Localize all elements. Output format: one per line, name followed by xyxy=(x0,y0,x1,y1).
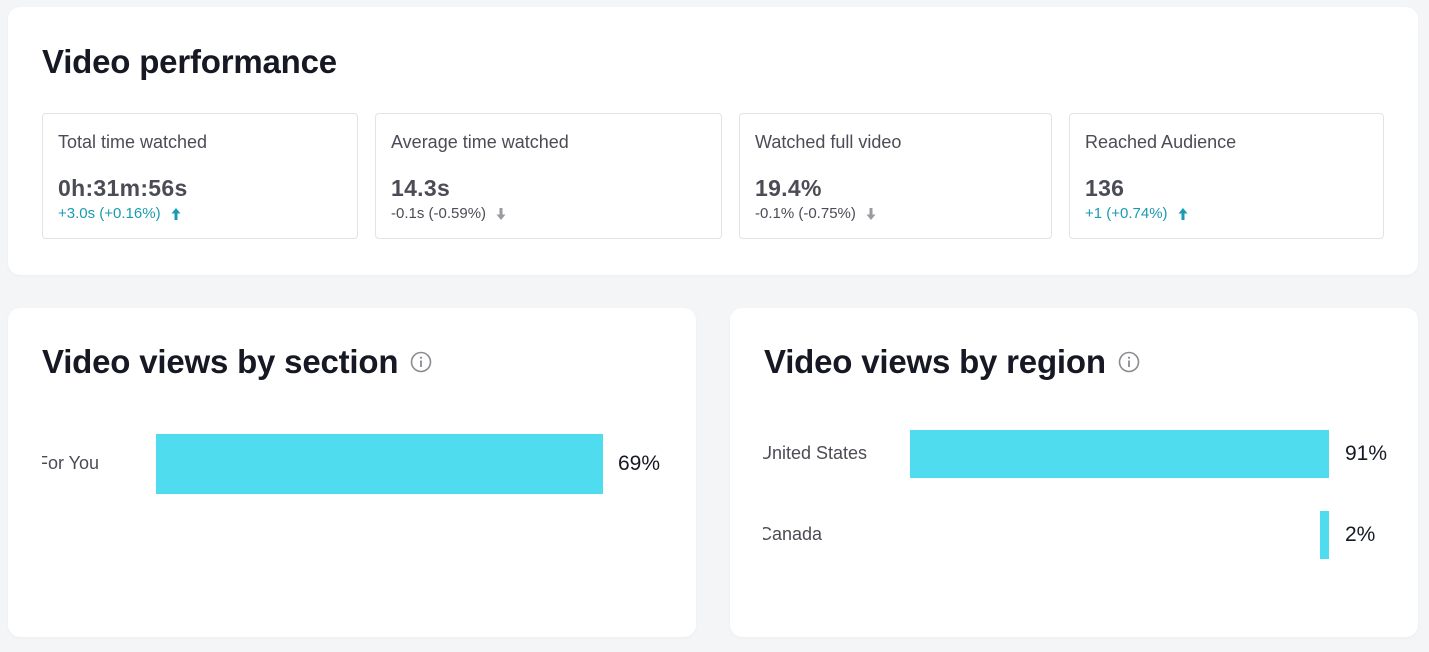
bar-value-label: 91% xyxy=(1345,441,1388,465)
bar-value-label: 69% xyxy=(618,451,661,475)
metric-total-time-watched[interactable]: Total time watched 0h:31m:56s +3.0s (+0.… xyxy=(42,113,358,239)
metric-delta-text: +3.0s (+0.16%) xyxy=(58,205,161,222)
metric-delta: +3.0s (+0.16%) xyxy=(58,205,181,222)
bar-label: For You xyxy=(42,453,100,473)
video-views-by-section-title: Video views by section xyxy=(42,343,432,381)
video-performance-title: Video performance xyxy=(42,43,337,80)
bar-row[interactable]: Canada 2% xyxy=(730,511,1418,559)
arrow-up-icon xyxy=(171,207,181,220)
video-views-by-region-card: Video views by region United States 91% Ca… xyxy=(730,308,1418,637)
metric-label: Watched full video xyxy=(755,132,902,152)
bar xyxy=(156,434,603,494)
bar xyxy=(1319,511,1329,559)
bar-label: United States xyxy=(763,443,868,463)
metric-average-time-watched[interactable]: Average time watched 14.3s -0.1s (-0.59%… xyxy=(375,113,722,239)
region-title-text: Video views by region xyxy=(764,343,1106,380)
bar-track xyxy=(910,430,1329,478)
metric-delta-text: -0.1s (-0.59%) xyxy=(391,205,487,222)
metric-delta: -0.1% (-0.75%) xyxy=(755,205,876,222)
bar-label: Canada xyxy=(763,524,823,544)
video-views-by-region-title: Video views by region xyxy=(764,343,1140,381)
metric-label: Total time watched xyxy=(58,132,208,152)
metric-delta: +1 (+0.74%) xyxy=(1085,205,1188,222)
metric-label: Average time watched xyxy=(391,132,569,152)
bar-track xyxy=(156,434,603,494)
metric-watched-full-video[interactable]: Watched full video 19.4% -0.1% (-0.75%) xyxy=(739,113,1052,239)
info-icon[interactable] xyxy=(1118,351,1140,373)
bar-value-label: 2% xyxy=(1345,522,1376,546)
metric-label: Reached Audience xyxy=(1085,132,1237,152)
metric-value: 19.4% xyxy=(755,175,822,201)
metric-delta-text: -0.1% (-0.75%) xyxy=(755,205,856,222)
metric-reached-audience[interactable]: Reached Audience 136 +1 (+0.74%) xyxy=(1069,113,1384,239)
metric-value: 14.3s xyxy=(391,175,451,201)
arrow-up-icon xyxy=(1178,207,1188,220)
arrow-down-icon xyxy=(866,207,876,220)
metric-value: 136 xyxy=(1085,175,1125,201)
metric-delta-text: +1 (+0.74%) xyxy=(1085,205,1168,222)
bar-track xyxy=(910,511,1329,559)
bar-row[interactable]: For You 69% xyxy=(8,434,696,494)
bar-row[interactable]: United States 91% xyxy=(730,430,1418,478)
video-views-by-section-card: Video views by section For You 69% xyxy=(8,308,696,637)
metric-value: 0h:31m:56s xyxy=(58,175,188,201)
metric-delta: -0.1s (-0.59%) xyxy=(391,205,506,222)
arrow-down-icon xyxy=(496,207,506,220)
bar xyxy=(910,430,1329,478)
section-title-text: Video views by section xyxy=(42,343,399,380)
info-icon[interactable] xyxy=(410,351,432,373)
video-performance-card: Video performance Total time watched 0h:… xyxy=(8,7,1418,275)
